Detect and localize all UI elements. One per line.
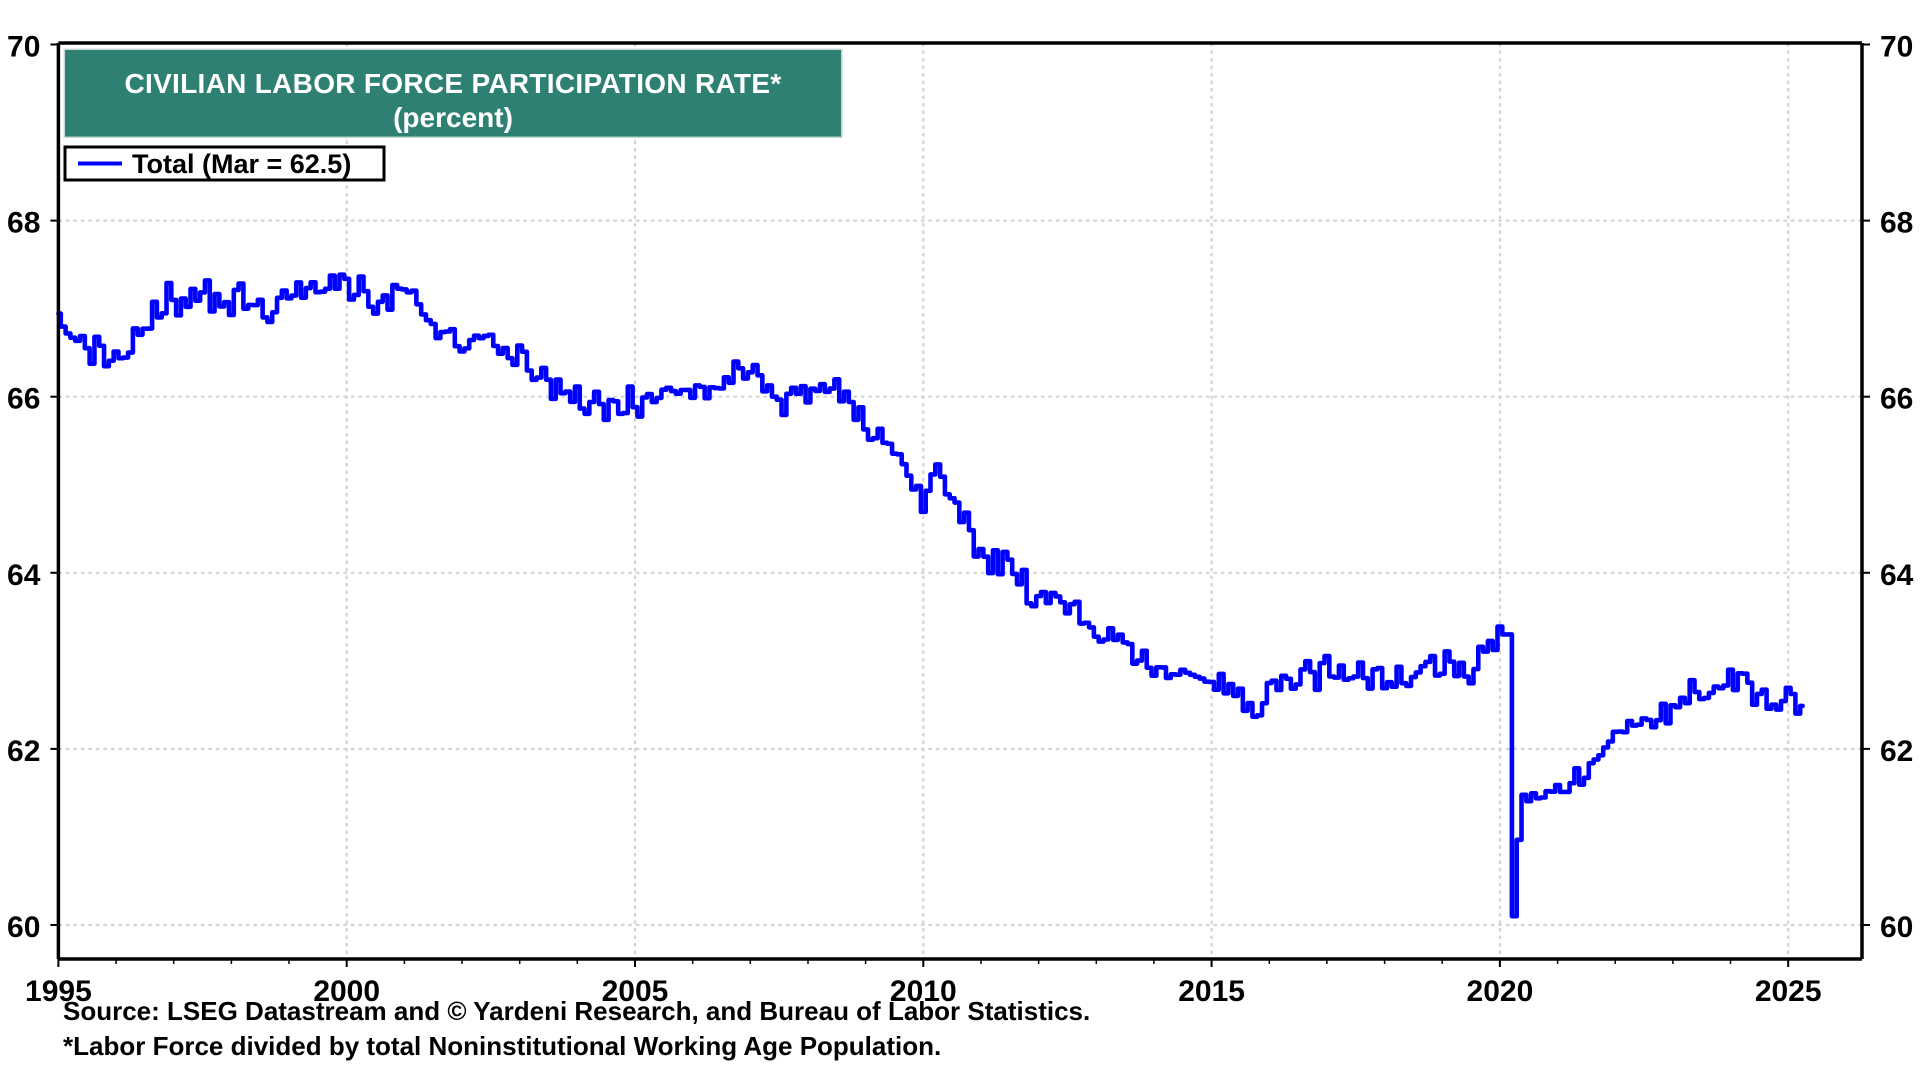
svg-text:64: 64 xyxy=(7,559,41,592)
svg-text:62: 62 xyxy=(1880,735,1913,768)
svg-text:68: 68 xyxy=(1880,207,1913,240)
svg-text:68: 68 xyxy=(7,207,40,240)
svg-text:Total (Mar = 62.5): Total (Mar = 62.5) xyxy=(132,149,351,179)
svg-text:64: 64 xyxy=(1880,559,1914,592)
svg-text:70: 70 xyxy=(1880,31,1913,64)
svg-text:2015: 2015 xyxy=(1178,975,1245,1008)
svg-text:62: 62 xyxy=(7,735,40,768)
svg-text:2020: 2020 xyxy=(1467,975,1534,1008)
svg-text:Source: LSEG Datastream and ©: Source: LSEG Datastream and © Yardeni Re… xyxy=(63,996,1090,1026)
svg-text:66: 66 xyxy=(1880,383,1913,416)
svg-text:CIVILIAN LABOR FORCE PARTICIPA: CIVILIAN LABOR FORCE PARTICIPATION RATE* xyxy=(124,68,781,99)
svg-text:2025: 2025 xyxy=(1755,975,1822,1008)
svg-text:(percent): (percent) xyxy=(393,102,513,133)
svg-text:60: 60 xyxy=(7,911,40,944)
svg-text:60: 60 xyxy=(1880,911,1913,944)
svg-text:66: 66 xyxy=(7,383,40,416)
svg-text:70: 70 xyxy=(7,31,40,64)
svg-text:*Labor Force divided by total: *Labor Force divided by total Noninstitu… xyxy=(63,1031,941,1061)
